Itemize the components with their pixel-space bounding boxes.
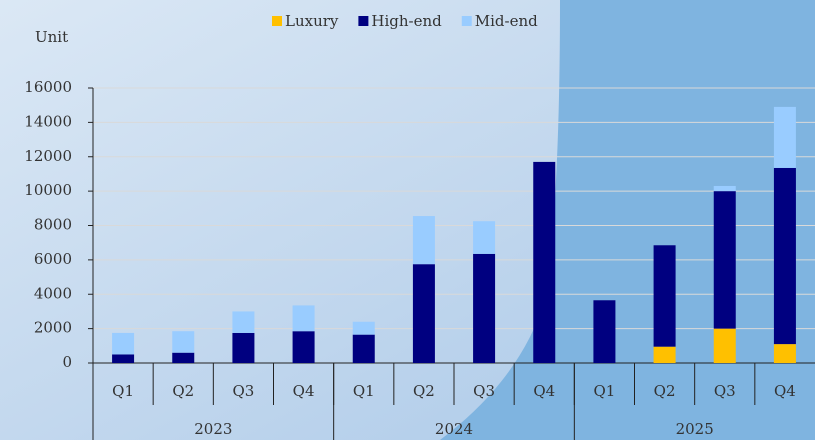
y-tick-label: 6000: [34, 250, 72, 268]
x-tick-label: Q4: [774, 382, 796, 400]
y-tick-label: 0: [62, 353, 72, 371]
bar-segment: [112, 332, 135, 355]
bar-segment: [473, 221, 496, 254]
x-tick-label: Q3: [473, 382, 495, 400]
legend-label: Mid-end: [475, 12, 538, 30]
bar-segment: [352, 321, 375, 335]
bar-segment: [713, 185, 736, 192]
group-label: 2025: [676, 420, 714, 438]
legend-swatch: [358, 16, 369, 26]
legend-swatch: [461, 16, 472, 26]
y-tick-label: 4000: [34, 284, 72, 302]
y-tick-label: 12000: [24, 147, 72, 165]
y-tick-label: 16000: [24, 78, 72, 96]
legend-swatch: [272, 16, 282, 26]
bar-segment: [232, 311, 255, 333]
bar-segment: [713, 328, 736, 363]
x-tick-label: Q2: [172, 382, 194, 400]
bar-segment: [593, 300, 616, 363]
x-tick-label: Q1: [593, 382, 615, 400]
y-tick-label: 2000: [34, 319, 72, 337]
bar-segment: [112, 354, 135, 363]
bar-segment: [232, 332, 255, 363]
bar-segment: [292, 331, 315, 363]
bar-segment: [773, 344, 796, 363]
bar-segment: [773, 106, 796, 168]
y-tick-label: 14000: [24, 112, 72, 130]
legend-label: High-end: [371, 12, 442, 30]
x-tick-label: Q4: [533, 382, 555, 400]
y-tick-label: 8000: [34, 216, 72, 234]
bar-segment: [352, 334, 375, 363]
x-tick-label: Q3: [232, 382, 254, 400]
group-label: 2024: [435, 420, 473, 438]
group-label: 2023: [194, 420, 232, 438]
x-tick-label: Q4: [293, 382, 315, 400]
legend-label: Luxury: [285, 12, 339, 30]
bar-segment: [653, 346, 676, 363]
x-tick-label: Q1: [353, 382, 375, 400]
bar-segment: [172, 352, 195, 363]
bar-segment: [172, 331, 195, 353]
bar-segment: [292, 305, 315, 332]
x-tick-label: Q2: [654, 382, 676, 400]
x-tick-label: Q3: [714, 382, 736, 400]
bar-segment: [713, 191, 736, 329]
y-tick-label: 10000: [24, 181, 72, 199]
legend: Luxury High-end Mid-end: [272, 12, 538, 30]
bar-segment: [533, 161, 556, 363]
bar-segment: [653, 245, 676, 347]
bar-segment: [473, 253, 496, 363]
y-axis-label: Unit: [35, 28, 68, 46]
bar-segment: [412, 264, 435, 363]
x-tick-label: Q1: [112, 382, 134, 400]
x-tick-label: Q2: [413, 382, 435, 400]
bar-segment: [773, 167, 796, 345]
bar-segment: [412, 216, 435, 265]
